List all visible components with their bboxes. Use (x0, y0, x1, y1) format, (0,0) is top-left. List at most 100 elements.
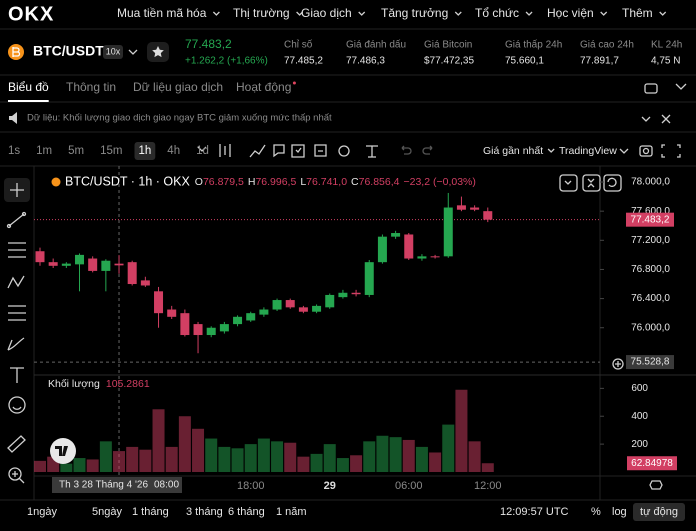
chevron (547, 148, 555, 153)
star-icon (152, 46, 164, 58)
range[interactable]: 1ngày (27, 506, 57, 518)
volume-value: 105.2861 (106, 378, 150, 390)
legend-value: 76.856,4 (359, 176, 400, 188)
timeframe[interactable]: 1m (36, 145, 52, 157)
chevron (454, 11, 462, 16)
candle-body (88, 258, 98, 271)
nav-item[interactable]: Giao dịch (301, 6, 352, 20)
volume-tick-label: 400 (631, 411, 648, 422)
tab[interactable]: Dữ liệu giao dịch (133, 80, 223, 94)
nav-item[interactable]: Học viện (547, 6, 594, 20)
auto-box (633, 503, 685, 521)
crosshair-price-label: 75.528,8 (631, 357, 670, 368)
volume-bar (429, 452, 442, 472)
x-tick-label: 12:00 (474, 480, 502, 492)
volume-bar (60, 463, 73, 472)
logo[interactable]: OKX (8, 3, 54, 25)
legend-value: 76.879,5 (203, 176, 244, 188)
range[interactable]: 1 tháng (132, 506, 169, 518)
stat-label: KL 24h (651, 40, 682, 51)
tab[interactable]: Hoạt động (236, 80, 291, 94)
y-tick-label: 78.000,0 (631, 177, 670, 188)
timeframe-selected (134, 142, 156, 160)
volume-bar (126, 446, 139, 472)
auto-toggle[interactable]: tự động (640, 506, 678, 518)
last-volume-label: 62.84978 (631, 458, 673, 469)
candle-body (101, 260, 111, 271)
tab-dot (292, 81, 296, 85)
candle-body (193, 324, 203, 336)
log-toggle[interactable]: log (612, 506, 627, 518)
volume-bar (323, 444, 336, 472)
volume-bar (178, 416, 191, 472)
nav-item[interactable]: Mua tiền mã hóa (117, 6, 207, 20)
timeframe[interactable]: 4h (167, 145, 180, 157)
nav-item[interactable]: Thị trường (233, 6, 290, 20)
candle-body (417, 256, 427, 259)
stat-label: Giá đánh dấu (346, 39, 406, 51)
volume-bar (455, 389, 468, 472)
nav-item[interactable]: Tăng trưởng (381, 6, 448, 20)
candle-body (377, 236, 387, 263)
range[interactable]: 1 năm (276, 506, 307, 518)
legend-key: O (195, 176, 203, 188)
candle-body (127, 262, 137, 285)
platform[interactable]: TradingView (559, 145, 617, 157)
timeframe[interactable]: 1d (196, 145, 209, 157)
stat-label: Giá thấp 24h (505, 39, 562, 51)
chart-controls[interactable] (559, 174, 663, 490)
candle-body (404, 234, 414, 259)
candle-body (285, 300, 295, 308)
candle-body (312, 305, 322, 312)
volume-bar (257, 438, 270, 472)
candle-body (298, 307, 308, 312)
volume-bar (99, 441, 112, 472)
toolbar-icons[interactable] (197, 144, 681, 158)
pair[interactable]: BTC/USDT (33, 43, 104, 59)
expand-icon[interactable] (641, 116, 651, 122)
collapse-icon[interactable] (675, 83, 687, 90)
stat-value: 77.891,7 (580, 56, 619, 67)
candle-body (114, 263, 124, 266)
y-tick-label: 77.600,0 (631, 206, 670, 217)
volume-bar (34, 460, 46, 472)
y-tick-label: 76.000,0 (631, 322, 670, 333)
volume-bar (468, 441, 481, 472)
range[interactable]: 6 tháng (228, 506, 265, 518)
timeframe[interactable]: 5m (68, 145, 84, 157)
close-icon[interactable] (661, 114, 671, 124)
legend-key: C (351, 176, 359, 188)
volume-bar (152, 409, 165, 472)
percent-toggle[interactable]: % (591, 506, 601, 518)
price-source[interactable]: Giá gần nhất (483, 145, 543, 157)
volume-title: Khối lượng (48, 378, 100, 390)
stat-value: $77.472,35 (424, 56, 474, 67)
candle-body (233, 316, 243, 325)
tab[interactable]: Thông tin (66, 80, 116, 94)
candle-body (180, 313, 190, 336)
candle-body (259, 309, 269, 315)
volume-bar (310, 453, 323, 472)
coin-glyph (12, 47, 21, 57)
nav-item[interactable]: Thêm (622, 6, 653, 20)
tab[interactable]: Biểu đồ (8, 80, 49, 94)
candle-body (61, 263, 71, 266)
volume-bar (481, 463, 494, 472)
timeframe[interactable]: 1s (8, 145, 20, 157)
timeframe[interactable]: 15m (100, 145, 122, 157)
y-tick-label: 76.400,0 (631, 293, 670, 304)
timeframe[interactable]: 1h (139, 145, 152, 157)
range[interactable]: 5ngày (92, 506, 122, 518)
range[interactable]: 3 tháng (186, 506, 223, 518)
pair-dropdown[interactable] (128, 49, 138, 55)
candle-body (338, 292, 348, 298)
drawing-tools[interactable] (4, 178, 30, 484)
last-price: 77.483,2 (185, 37, 232, 51)
nav-item[interactable]: Tổ chức (475, 6, 519, 20)
clock: 12:09:57 UTC (500, 506, 569, 518)
layout-icon[interactable] (644, 83, 658, 94)
crosshair-time-box (52, 477, 182, 493)
x-tick-label: 06:00 (395, 480, 423, 492)
chevron (659, 11, 667, 16)
volume-bar (218, 446, 231, 472)
